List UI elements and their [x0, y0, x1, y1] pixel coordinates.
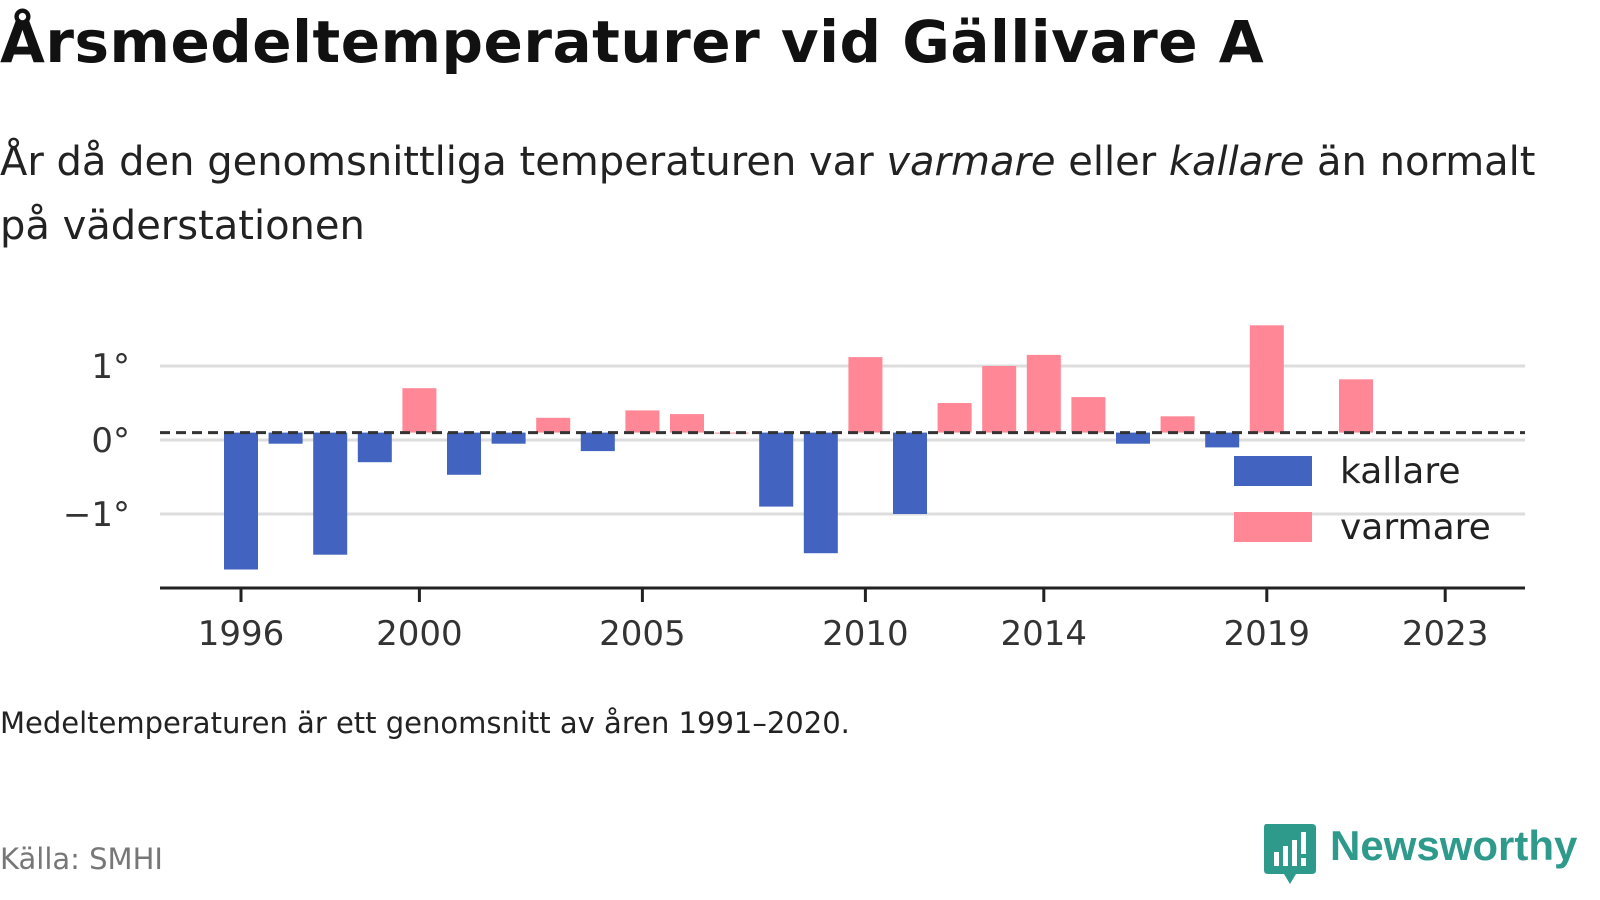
bar-2001 — [447, 432, 481, 475]
bar-2009 — [803, 432, 838, 554]
x-tick-label: 2014 — [1001, 614, 1088, 654]
bar-2010 — [848, 357, 883, 433]
bar-2008 — [759, 432, 794, 507]
bar-2014 — [1026, 354, 1061, 433]
bar-chart: −1° 0° 1° 1996 2000 2005 2010 2014 2019 2023 kal… — [63, 325, 1525, 654]
x-tick-label: 2010 — [822, 614, 909, 654]
source-label: Källa: SMHI — [0, 842, 163, 876]
footnote: Medeltemperaturen är ett genomsnitt av å… — [0, 706, 850, 740]
x-tick-label: 2005 — [599, 614, 686, 654]
bar-1996 — [224, 432, 258, 570]
bar-1998 — [313, 432, 348, 555]
bar-2003 — [536, 417, 571, 433]
legend-label-cold: kallare — [1340, 451, 1461, 492]
bar-2019 — [1249, 325, 1284, 433]
bar-2002 — [491, 432, 526, 444]
bar-2000 — [402, 388, 437, 433]
bar-2021 — [1339, 379, 1373, 433]
legend-label-warm: varmare — [1340, 507, 1491, 548]
y-axis-ticks: −1° 0° 1° — [63, 347, 130, 535]
y-tick-label: 1° — [91, 347, 130, 387]
legend-swatch-cold — [1234, 456, 1312, 486]
bar-2005 — [625, 410, 660, 433]
subtitle-part-3: än normalt på väderstationen — [0, 139, 1536, 249]
bar-2016 — [1116, 432, 1150, 444]
chart-subtitle: År då den genomsnittliga temperaturen va… — [0, 130, 1560, 258]
bar-2004 — [580, 432, 615, 452]
subtitle-part-1: År då den genomsnittliga temperaturen va… — [0, 139, 887, 185]
x-axis-ticks: 1996 2000 2005 2010 2014 2019 2023 — [198, 588, 1489, 654]
chart-title: Årsmedeltemperaturer vid Gällivare A — [0, 8, 1265, 76]
bar-2011 — [893, 432, 927, 514]
bars — [224, 325, 1373, 570]
subtitle-cold-word: kallare — [1168, 139, 1305, 185]
x-tick-label: 2000 — [376, 614, 463, 654]
legend-swatch-warm — [1234, 512, 1312, 542]
bar-2006 — [670, 414, 704, 433]
x-tick-label: 2019 — [1224, 614, 1311, 654]
y-tick-label: 0° — [91, 421, 130, 461]
bar-1997 — [268, 432, 303, 444]
subtitle-warm-word: varmare — [886, 139, 1056, 185]
bar-2013 — [982, 366, 1017, 433]
legend: kallare varmare — [1234, 451, 1491, 548]
bar-2018 — [1205, 432, 1240, 448]
newsworthy-chart-icon — [1264, 824, 1316, 884]
bar-2015 — [1071, 397, 1106, 433]
bar-2007 — [714, 432, 749, 434]
x-tick-label: 1996 — [198, 614, 285, 654]
y-tick-label: −1° — [63, 495, 130, 535]
newsworthy-logo: Newsworthy — [1262, 818, 1592, 890]
bar-1999 — [357, 432, 392, 463]
subtitle-part-2: eller — [1055, 139, 1169, 185]
bar-2012 — [937, 403, 972, 433]
x-tick-label: 2023 — [1402, 614, 1489, 654]
bar-2017 — [1160, 416, 1195, 433]
brand-name: Newsworthy — [1330, 822, 1578, 869]
